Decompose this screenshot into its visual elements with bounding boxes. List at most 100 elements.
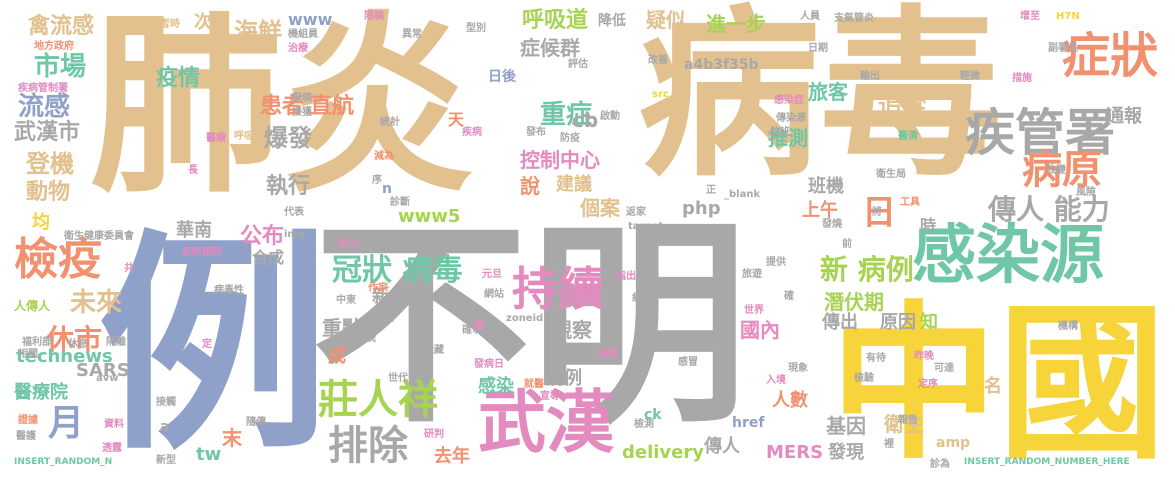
word: 組織	[632, 293, 652, 304]
word: avw	[96, 373, 119, 384]
word: 推測	[768, 126, 808, 150]
word: 潛伏期	[824, 290, 884, 314]
word: 相關	[18, 349, 38, 360]
word: 網站	[484, 289, 504, 300]
word: img	[284, 229, 306, 240]
word: 中國	[830, 286, 1166, 482]
word: 建議	[556, 174, 592, 195]
word: 冠狀 病毒	[332, 253, 463, 288]
word: 疫情	[156, 66, 201, 91]
word: INSERT_RANDOM_N	[14, 457, 113, 467]
word: a	[160, 419, 170, 435]
word: 疾病管制署	[18, 83, 68, 94]
word: 休息	[68, 339, 88, 350]
word: 副署長	[1048, 43, 1078, 54]
word: 接觸	[156, 397, 176, 408]
word: 市場	[34, 52, 87, 82]
word: MERS	[766, 442, 824, 463]
word: 暫時	[160, 19, 180, 30]
word: 防疫	[560, 133, 580, 144]
word: 重點	[322, 316, 362, 340]
word: 統計	[380, 117, 400, 128]
word: 感染	[478, 376, 514, 397]
word: 月	[48, 403, 85, 444]
word: 診為	[930, 459, 950, 470]
word: 減為	[374, 151, 394, 162]
word: 研判	[424, 429, 444, 440]
word: n	[382, 181, 392, 197]
word: 增至	[1020, 11, 1040, 22]
word: 公布	[240, 224, 285, 249]
word: 發病日	[474, 359, 504, 370]
word: 情況	[338, 239, 358, 250]
word: 疾管署	[965, 104, 1115, 162]
word: 新	[372, 286, 390, 307]
word: 日後	[488, 69, 516, 85]
word: cb	[572, 108, 599, 132]
word: 評估	[568, 59, 588, 70]
word: 呼吸	[234, 131, 254, 142]
word: 時	[920, 216, 937, 235]
word: 病毒性	[214, 285, 244, 296]
word: 醫療	[206, 133, 226, 144]
word: 呼吸道	[522, 8, 589, 33]
word: 未來	[70, 288, 123, 318]
word: 輸出	[860, 71, 880, 82]
word: 新型	[156, 455, 176, 466]
word: tw	[196, 444, 222, 465]
word: 確切	[462, 325, 482, 336]
word: 禽流感	[28, 14, 95, 39]
word: ck	[644, 407, 662, 423]
word: 檢疫	[14, 234, 102, 285]
word: 去年	[434, 446, 470, 467]
word: src	[652, 89, 669, 100]
word: delivery	[622, 442, 704, 463]
word: 發布	[526, 127, 546, 138]
word: 觀察	[552, 318, 592, 342]
word: 上午	[802, 200, 838, 221]
word: 可達	[934, 363, 954, 374]
word: 班機	[808, 176, 844, 197]
word: 輕微	[960, 71, 980, 82]
word: 前晚	[356, 333, 376, 344]
word: INSERT_RANDOM_NUMBER_HERE	[964, 457, 1130, 467]
word: 診斷	[390, 197, 410, 208]
word: 元旦	[482, 269, 502, 280]
word: 長	[188, 165, 198, 176]
word: 均	[32, 212, 50, 233]
word: 執行	[266, 174, 311, 199]
word: 異常	[402, 29, 422, 40]
word: 新 病例	[820, 253, 914, 286]
word: 傳人 能力	[988, 193, 1110, 226]
word: 裡	[884, 439, 894, 450]
word: 疾病	[462, 127, 482, 138]
word: 中東	[336, 295, 356, 306]
word: 返家	[626, 207, 646, 218]
word: 病例	[546, 368, 582, 389]
word: 天	[448, 110, 465, 129]
word: 定	[202, 339, 212, 350]
word: 啟動	[600, 111, 620, 122]
word: 醫療院	[14, 382, 68, 403]
word: 控制中心	[520, 148, 600, 172]
word: 人數	[772, 390, 808, 411]
word: 例	[98, 211, 331, 481]
word: 日期	[808, 43, 828, 54]
word: 資料	[104, 419, 124, 430]
word: 報告	[898, 415, 918, 426]
word: 肺炎	[90, 0, 474, 219]
word: 原因	[880, 312, 916, 333]
word: 次	[194, 12, 212, 33]
word: 持續	[512, 262, 604, 316]
word: 型別	[466, 23, 486, 34]
word: 培養	[598, 349, 618, 360]
word: _blank	[724, 189, 761, 200]
word: 接獲	[292, 107, 312, 118]
word: 改變	[1046, 165, 1066, 176]
word: 緊稿	[292, 93, 312, 104]
word: 隨傳	[246, 417, 266, 428]
word: 前	[842, 239, 852, 250]
word: 成	[328, 346, 346, 367]
word: 醫清	[898, 131, 918, 142]
